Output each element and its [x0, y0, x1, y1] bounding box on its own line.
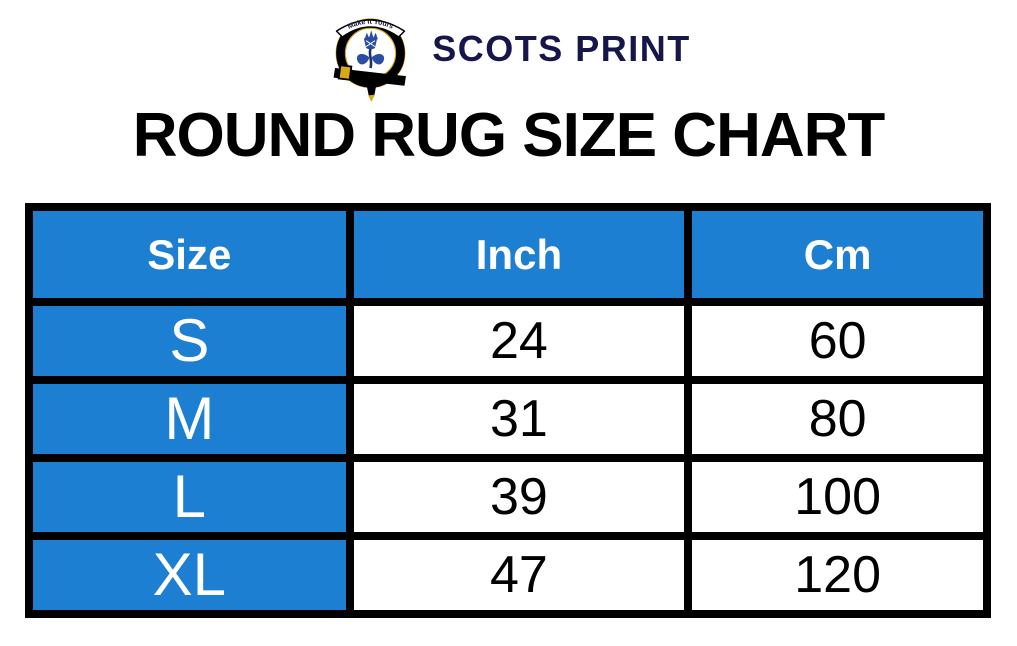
- size-cell-s: S: [33, 306, 346, 376]
- cm-cell-m: 80: [692, 384, 983, 454]
- thistle-crest-logo-icon: Make It Yours: [333, 18, 407, 102]
- brand-name: SCOTS PRINT: [432, 28, 691, 69]
- cm-cell-xl: 120: [692, 540, 983, 610]
- size-chart-table: Size Inch Cm S 24 60 M 31 80 L 39 100 XL…: [25, 203, 991, 618]
- inch-cell-xl: 47: [353, 540, 685, 610]
- cm-cell-l: 100: [692, 462, 983, 532]
- cm-cell-s: 60: [692, 306, 983, 376]
- page-title: ROUND RUG SIZE CHART: [132, 101, 886, 170]
- header-cell-inch: Inch: [353, 211, 685, 298]
- header-cell-cm: Cm: [692, 211, 983, 298]
- header-cell-size: Size: [33, 211, 346, 298]
- inch-cell-m: 31: [353, 384, 685, 454]
- size-cell-xl: XL: [33, 540, 346, 610]
- inch-cell-s: 24: [353, 306, 685, 376]
- size-cell-m: M: [33, 384, 346, 454]
- inch-cell-l: 39: [353, 462, 685, 532]
- brand-header: Make It Yours SCOTS PRINT: [0, 6, 1017, 102]
- size-cell-l: L: [33, 462, 346, 532]
